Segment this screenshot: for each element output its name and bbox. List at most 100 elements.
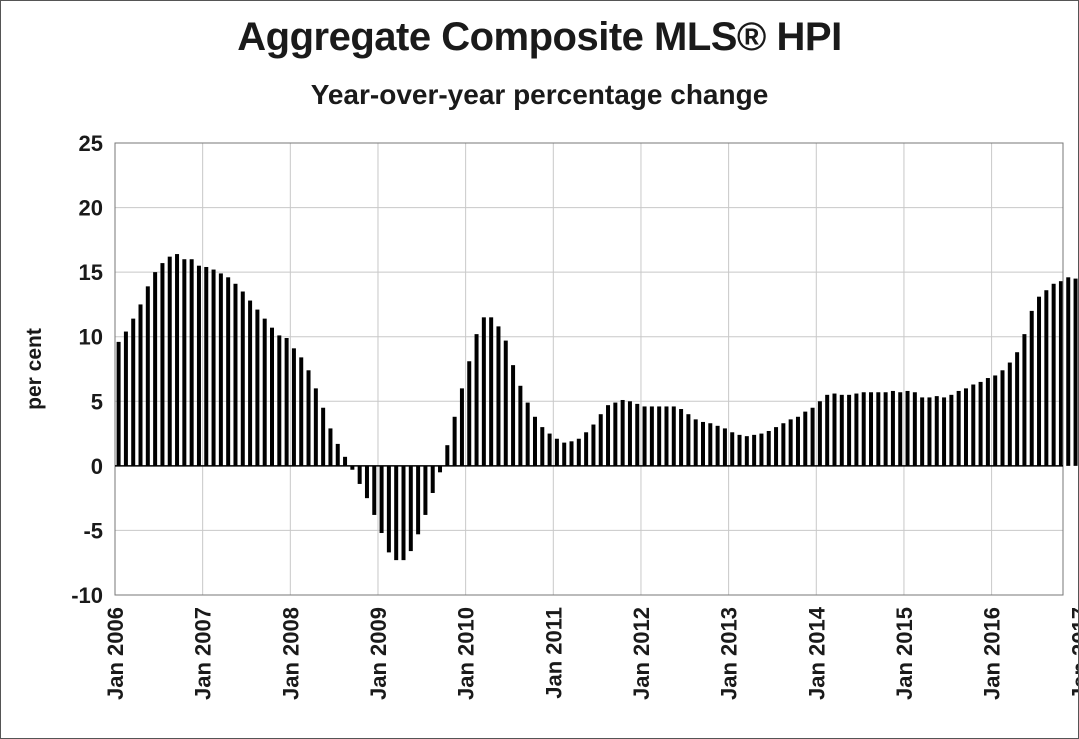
bar — [912, 392, 917, 466]
bar — [693, 419, 698, 466]
bar — [226, 277, 231, 466]
bar — [766, 430, 771, 466]
bar — [883, 392, 888, 466]
bar — [372, 465, 377, 515]
bar — [394, 465, 399, 561]
bar — [562, 442, 567, 466]
bar — [671, 406, 676, 466]
bar — [1051, 283, 1056, 466]
y-tick-label: 15 — [79, 260, 103, 285]
bar — [606, 405, 611, 466]
bar — [1066, 277, 1071, 466]
bar — [489, 317, 494, 466]
bar — [584, 432, 589, 466]
x-tick-label: Jan 2012 — [629, 607, 654, 700]
bar — [1022, 334, 1027, 466]
bar — [255, 309, 260, 466]
bar — [189, 259, 194, 466]
y-tick-label: 5 — [91, 389, 103, 414]
x-tick-label: Jan 2016 — [980, 607, 1005, 700]
x-tick-label: Jan 2015 — [892, 607, 917, 700]
bar — [182, 259, 187, 466]
bar — [540, 427, 545, 466]
bar — [321, 407, 326, 466]
x-tick-label: Jan 2010 — [454, 607, 479, 700]
bar — [313, 388, 318, 466]
bar — [832, 393, 837, 466]
bar — [1073, 278, 1078, 466]
bar — [452, 416, 457, 466]
bar — [576, 438, 581, 466]
bar — [591, 424, 596, 466]
bar — [708, 423, 713, 466]
bar — [679, 409, 684, 466]
bar — [657, 406, 662, 466]
bar — [145, 286, 150, 466]
bar — [817, 401, 822, 466]
bar — [627, 401, 632, 466]
bar — [788, 419, 793, 466]
bar — [262, 318, 267, 466]
bar — [839, 394, 844, 466]
bar — [890, 390, 895, 466]
y-axis-label: per cent — [23, 328, 46, 410]
y-tick-label: 10 — [79, 325, 103, 350]
x-tick-label: Jan 2017 — [1067, 607, 1078, 700]
bar — [993, 375, 998, 466]
bar — [963, 388, 968, 466]
chart-title: Aggregate Composite MLS® HPI — [237, 15, 842, 59]
bar — [898, 392, 903, 466]
bar — [160, 263, 165, 466]
bar — [1029, 310, 1034, 466]
bar — [291, 348, 296, 466]
bar — [459, 388, 464, 466]
bar — [722, 428, 727, 466]
y-tick-label: 20 — [79, 196, 103, 221]
bar — [825, 394, 830, 466]
bar — [971, 384, 976, 466]
bar — [752, 434, 757, 466]
bar — [401, 465, 406, 561]
bar — [518, 385, 523, 466]
bar — [905, 390, 910, 466]
bar — [730, 432, 735, 466]
bar — [379, 465, 384, 534]
x-tick-label: Jan 2013 — [717, 607, 742, 700]
bar — [810, 407, 815, 466]
bar — [364, 465, 369, 499]
bar — [686, 414, 691, 466]
x-tick-label: Jan 2008 — [278, 607, 303, 700]
bar — [598, 414, 603, 466]
bar — [277, 335, 282, 466]
bar — [642, 406, 647, 466]
bar — [284, 338, 289, 466]
bar — [503, 340, 508, 466]
bar — [554, 438, 559, 466]
bar — [204, 266, 209, 466]
bar — [131, 318, 136, 466]
bar — [218, 273, 223, 466]
bar — [423, 465, 428, 515]
bar — [781, 423, 786, 466]
bar — [467, 361, 472, 466]
bar — [511, 365, 516, 466]
bar — [240, 291, 245, 466]
bar — [1044, 290, 1049, 466]
bar — [847, 394, 852, 466]
bar — [138, 304, 143, 466]
bar — [474, 334, 479, 466]
bar — [343, 456, 348, 466]
bar — [306, 370, 311, 466]
bar — [934, 396, 939, 466]
bar — [1015, 352, 1020, 466]
x-tick-label: Jan 2014 — [804, 606, 829, 700]
bar — [861, 392, 866, 466]
y-tick-label: -10 — [71, 583, 103, 608]
bar — [620, 399, 625, 466]
bar — [759, 433, 764, 466]
bar — [496, 326, 501, 466]
bar — [233, 283, 238, 466]
bar — [949, 394, 954, 466]
bar — [438, 465, 443, 473]
